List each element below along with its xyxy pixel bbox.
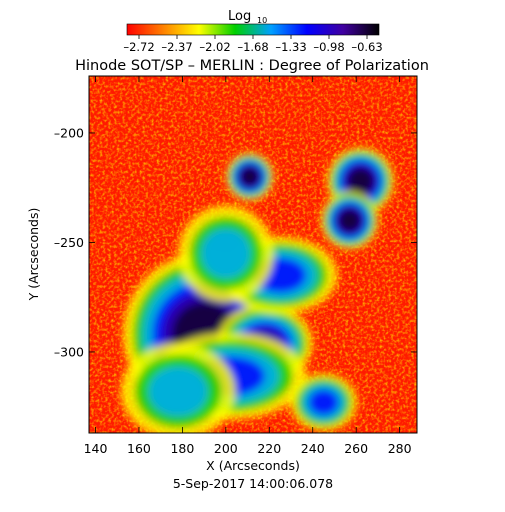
- heatmap: [89, 76, 417, 433]
- heatmap-features: [120, 147, 394, 433]
- y-axis-ticks: –200 –250 –300: [54, 125, 417, 359]
- y-axis-label: Y (Arcseconds): [26, 208, 41, 302]
- heatmap-feature: [308, 389, 339, 416]
- plot-frame: [88, 75, 418, 434]
- x-tick-label: 260: [344, 441, 368, 456]
- colorbar-ticks: –2.72 –2.37 –2.02 –1.68 –1.33 –0.98 –0.63: [123, 35, 383, 54]
- x-tick-label: 220: [257, 441, 281, 456]
- colorbar-tick-label: –2.72: [123, 40, 154, 54]
- x-tick-label: 180: [170, 441, 194, 456]
- colorbar-tick-label: –1.33: [275, 40, 306, 54]
- chart-title: Hinode SOT/SP – MERLIN : Degree of Polar…: [75, 58, 429, 74]
- colorbar-tick-label: –0.63: [351, 40, 382, 54]
- x-tick-label: 140: [84, 441, 108, 456]
- y-tick-label: –200: [54, 125, 84, 140]
- colorbar-bar: [126, 23, 380, 36]
- heatmap-feature: [240, 167, 260, 187]
- x-tick-label: 160: [127, 441, 151, 456]
- heatmap-feature: [201, 228, 251, 279]
- heatmap-feature: [148, 366, 208, 417]
- colorbar-tick-label: –0.98: [313, 40, 344, 54]
- x-tick-label: 280: [388, 441, 412, 456]
- x-axis-label: X (Arcseconds): [206, 458, 300, 473]
- heatmap-feature: [347, 167, 374, 195]
- colorbar-label: Log: [228, 9, 251, 24]
- timestamp: 5-Sep-2017 14:00:06.078: [173, 476, 333, 491]
- colorbar-label-sub: 10: [257, 16, 267, 25]
- x-tick-label: 240: [301, 441, 325, 456]
- heatmap-feature: [338, 209, 361, 232]
- x-tick-label: 200: [214, 441, 238, 456]
- y-tick-label: –300: [54, 344, 84, 359]
- colorbar-tick-label: –1.68: [237, 40, 268, 54]
- y-tick-label: –250: [54, 235, 84, 250]
- colorbar: Log 10 –2.72 –2.37 –2.02 –1.68 –1.33 –0.98 –0.…: [123, 9, 382, 54]
- x-axis-ticks: 140 160 180 200 220 240 260 280: [84, 76, 412, 456]
- colorbar-tick-label: –2.37: [161, 40, 192, 54]
- colorbar-tick-label: –2.02: [199, 40, 230, 54]
